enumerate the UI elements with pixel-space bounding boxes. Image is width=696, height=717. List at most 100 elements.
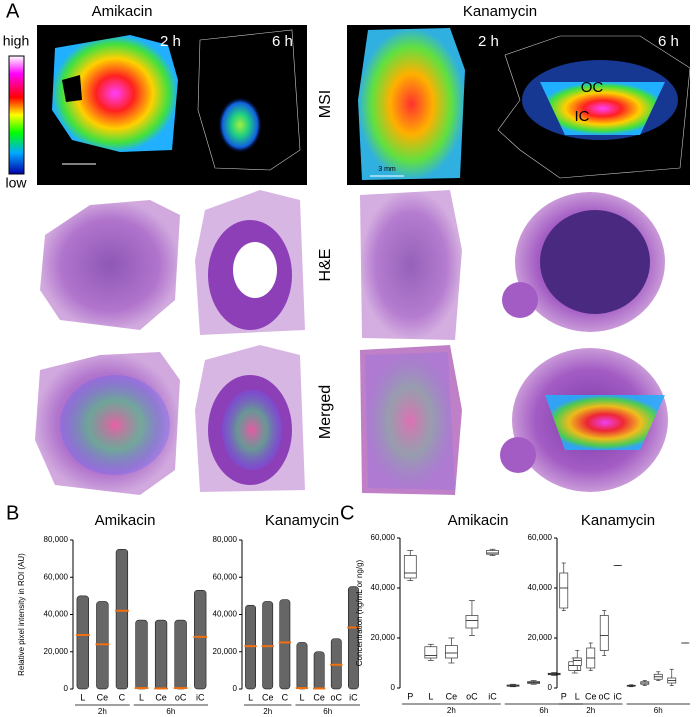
point-cloud — [76, 595, 89, 690]
y-axis-title: Relative pixel intensity in ROI (AU) — [17, 553, 26, 676]
y-axis-title-group: Relative pixel intensity in ROI (AU) — [17, 553, 26, 676]
x-tick-label: oC — [175, 692, 187, 702]
colorbar-low: low — [5, 175, 27, 191]
y-tick-label: 20,000 — [44, 647, 69, 656]
merged-image — [35, 345, 668, 495]
x-tick-label: Ce — [313, 692, 325, 702]
y-axis-title: Concentration (ng/mL or ng/g) — [355, 559, 364, 666]
panel-label: B — [6, 502, 19, 524]
x-tick-label: oC — [331, 692, 343, 702]
panel-label: A — [6, 0, 20, 22]
y-tick-label: 60,000 — [213, 572, 238, 581]
timepoint: 2 h — [160, 33, 181, 50]
chart-title: Kanamycin — [581, 512, 655, 529]
y-tick-label: 40,000 — [213, 610, 238, 619]
group-label: 2h — [586, 706, 595, 715]
point-cloud — [194, 590, 207, 690]
x-tick-label: L — [299, 692, 304, 702]
group-label: 6h — [166, 707, 175, 716]
box — [445, 645, 458, 659]
scale-bar: 2 mm — [70, 154, 88, 161]
x-tick-label: Ce — [97, 692, 109, 702]
x-tick-label: L — [80, 692, 85, 702]
y-tick-label: 0 — [233, 684, 238, 693]
point-cloud — [296, 642, 308, 690]
x-tick-label: iC — [614, 691, 623, 701]
y-tick-label: 20,000 — [213, 647, 238, 656]
y-tick-label: 60,000 — [371, 533, 396, 542]
timepoint: 6 h — [658, 33, 679, 50]
box — [572, 657, 582, 666]
column-title: Kanamycin — [463, 3, 537, 20]
x-tick-label: iC — [488, 691, 497, 701]
y-tick-label: 20,000 — [371, 633, 396, 642]
x-tick-label: L — [575, 691, 580, 701]
colorbar — [8, 55, 25, 175]
x-tick-label: L — [428, 691, 433, 701]
box — [424, 646, 438, 659]
group-label: 2h — [98, 707, 107, 716]
msi-image: 2 h 6 h 2 mm — [37, 25, 307, 185]
group-label: 6h — [323, 707, 332, 716]
point-cloud — [135, 619, 148, 690]
x-tick-label: Ce — [262, 692, 274, 702]
y-tick-label: 40,000 — [371, 583, 396, 592]
box — [486, 550, 499, 555]
group-label: 2h — [447, 706, 456, 715]
x-tick-label: P — [407, 691, 413, 701]
column-title: Amikacin — [92, 3, 153, 20]
x-tick-label: Ce — [155, 692, 167, 702]
x-tick-label: iC — [196, 692, 205, 702]
chart-title: Amikacin — [448, 512, 509, 529]
y-tick-label: 40,000 — [528, 583, 553, 592]
x-tick-label: P — [561, 691, 567, 701]
y-axis-title-group: Concentration (ng/mL or ng/g) — [355, 559, 364, 666]
x-tick-label: oC — [466, 691, 478, 701]
point-cloud — [313, 651, 325, 690]
point-cloud — [348, 586, 359, 690]
timepoint: 6 h — [272, 33, 293, 50]
chart-title: Kanamycin — [265, 512, 339, 529]
x-tick-label: L — [139, 692, 144, 702]
region-label: OC — [581, 79, 604, 96]
box — [559, 572, 569, 609]
y-tick-label: 0 — [548, 683, 553, 692]
region-label: IC — [575, 108, 590, 125]
x-tick-label: C — [282, 692, 289, 702]
group-label: 6h — [539, 706, 548, 715]
point-cloud — [174, 619, 187, 690]
point-cloud — [279, 599, 291, 690]
timepoint: 2 h — [478, 33, 499, 50]
panel-label: C — [340, 502, 354, 524]
y-tick-label: 0 — [391, 683, 396, 692]
chart-title: Amikacin — [95, 512, 156, 529]
box — [465, 615, 479, 629]
x-tick-label: Ce — [446, 691, 458, 701]
y-tick-label: 60,000 — [528, 533, 553, 542]
x-tick-label: oC — [598, 691, 610, 701]
x-tick-label: iC — [349, 692, 358, 702]
y-tick-label: 0 — [64, 684, 69, 693]
colorbar-high: high — [3, 33, 29, 49]
box — [599, 615, 609, 651]
x-tick-label: C — [119, 692, 126, 702]
point-cloud — [154, 619, 168, 690]
row-label: MSI — [317, 90, 334, 118]
y-tick-label: 60,000 — [44, 572, 69, 581]
y-tick-label: 80,000 — [44, 535, 69, 544]
y-tick-label: 20,000 — [528, 633, 553, 642]
he-image — [40, 190, 665, 340]
row-label: H&E — [317, 249, 334, 282]
box — [403, 555, 417, 579]
row-label: Merged — [317, 385, 334, 439]
msi-image: 2 h 6 h 3 mm OC IC — [347, 25, 691, 185]
point-cloud — [115, 549, 129, 690]
y-tick-label: 80,000 — [213, 535, 238, 544]
y-tick-label: 40,000 — [44, 610, 69, 619]
scale-bar: 3 mm — [378, 166, 396, 173]
x-tick-label: Ce — [585, 691, 597, 701]
x-tick-label: L — [248, 692, 253, 702]
group-label: 2h — [263, 707, 272, 716]
group-label: 6h — [654, 706, 663, 715]
